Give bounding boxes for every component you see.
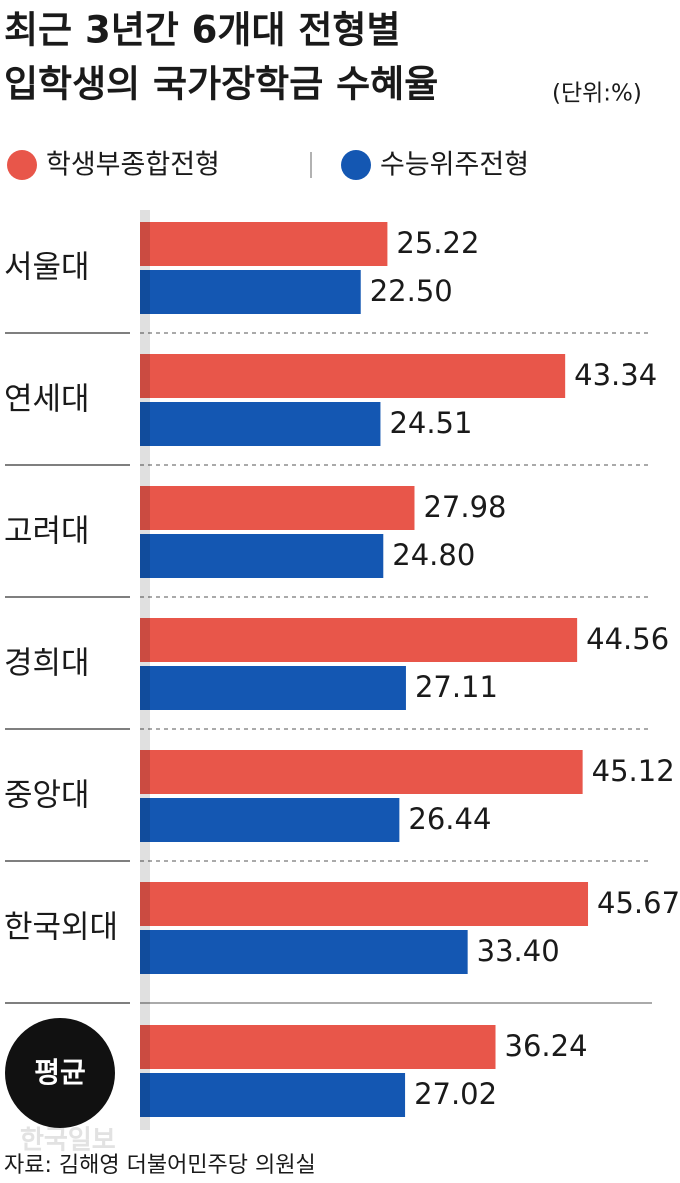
chart-title: 최근 3년간 6개대 전형별 [4, 9, 401, 52]
value-label: 27.11 [415, 670, 498, 704]
category-label: 한국외대 [4, 910, 118, 946]
legend-label: 학생부종합전형 [46, 150, 220, 181]
bar [140, 750, 583, 794]
value-label: 26.44 [408, 802, 491, 836]
value-label: 44.56 [586, 622, 669, 656]
bar-edge-shadow [140, 210, 150, 1130]
category-label: 연세대 [4, 382, 90, 418]
value-label: 27.98 [423, 490, 506, 524]
watermark: 한국일보 [20, 1126, 116, 1156]
bar [140, 354, 566, 398]
bar [140, 1073, 406, 1117]
legend-label: 수능위주전형 [380, 150, 529, 181]
category-label: 경희대 [4, 646, 90, 682]
value-label: 22.50 [370, 274, 453, 308]
bar [140, 534, 384, 578]
bar [140, 930, 468, 974]
value-label: 27.02 [414, 1077, 497, 1111]
bar [140, 882, 589, 926]
value-label: 25.22 [396, 226, 479, 260]
unit-label: (단위:%) [552, 81, 642, 107]
legend-swatch [341, 150, 371, 180]
value-label: 33.40 [477, 934, 560, 968]
bar [140, 270, 361, 314]
bar [140, 1025, 496, 1069]
value-label: 24.80 [392, 538, 475, 572]
value-label: 43.34 [574, 358, 657, 392]
legend-swatch [7, 150, 37, 180]
bar [140, 666, 406, 710]
bar [140, 618, 578, 662]
value-label: 24.51 [389, 406, 472, 440]
chart-title: 입학생의 국가장학금 수혜율 [4, 63, 438, 106]
category-label: 중앙대 [4, 778, 90, 814]
category-label: 서울대 [4, 250, 90, 286]
source: 자료: 김해영 더불어민주당 의원실 [4, 1153, 316, 1178]
value-label: 45.67 [597, 886, 680, 920]
bar [140, 486, 415, 530]
value-label: 45.12 [592, 754, 675, 788]
bar [140, 402, 381, 446]
bar [140, 222, 388, 266]
average-badge [5, 1018, 115, 1128]
category-label: 평균 [34, 1056, 86, 1089]
bar [140, 798, 400, 842]
value-label: 36.24 [505, 1029, 588, 1063]
category-label: 고려대 [4, 514, 90, 550]
